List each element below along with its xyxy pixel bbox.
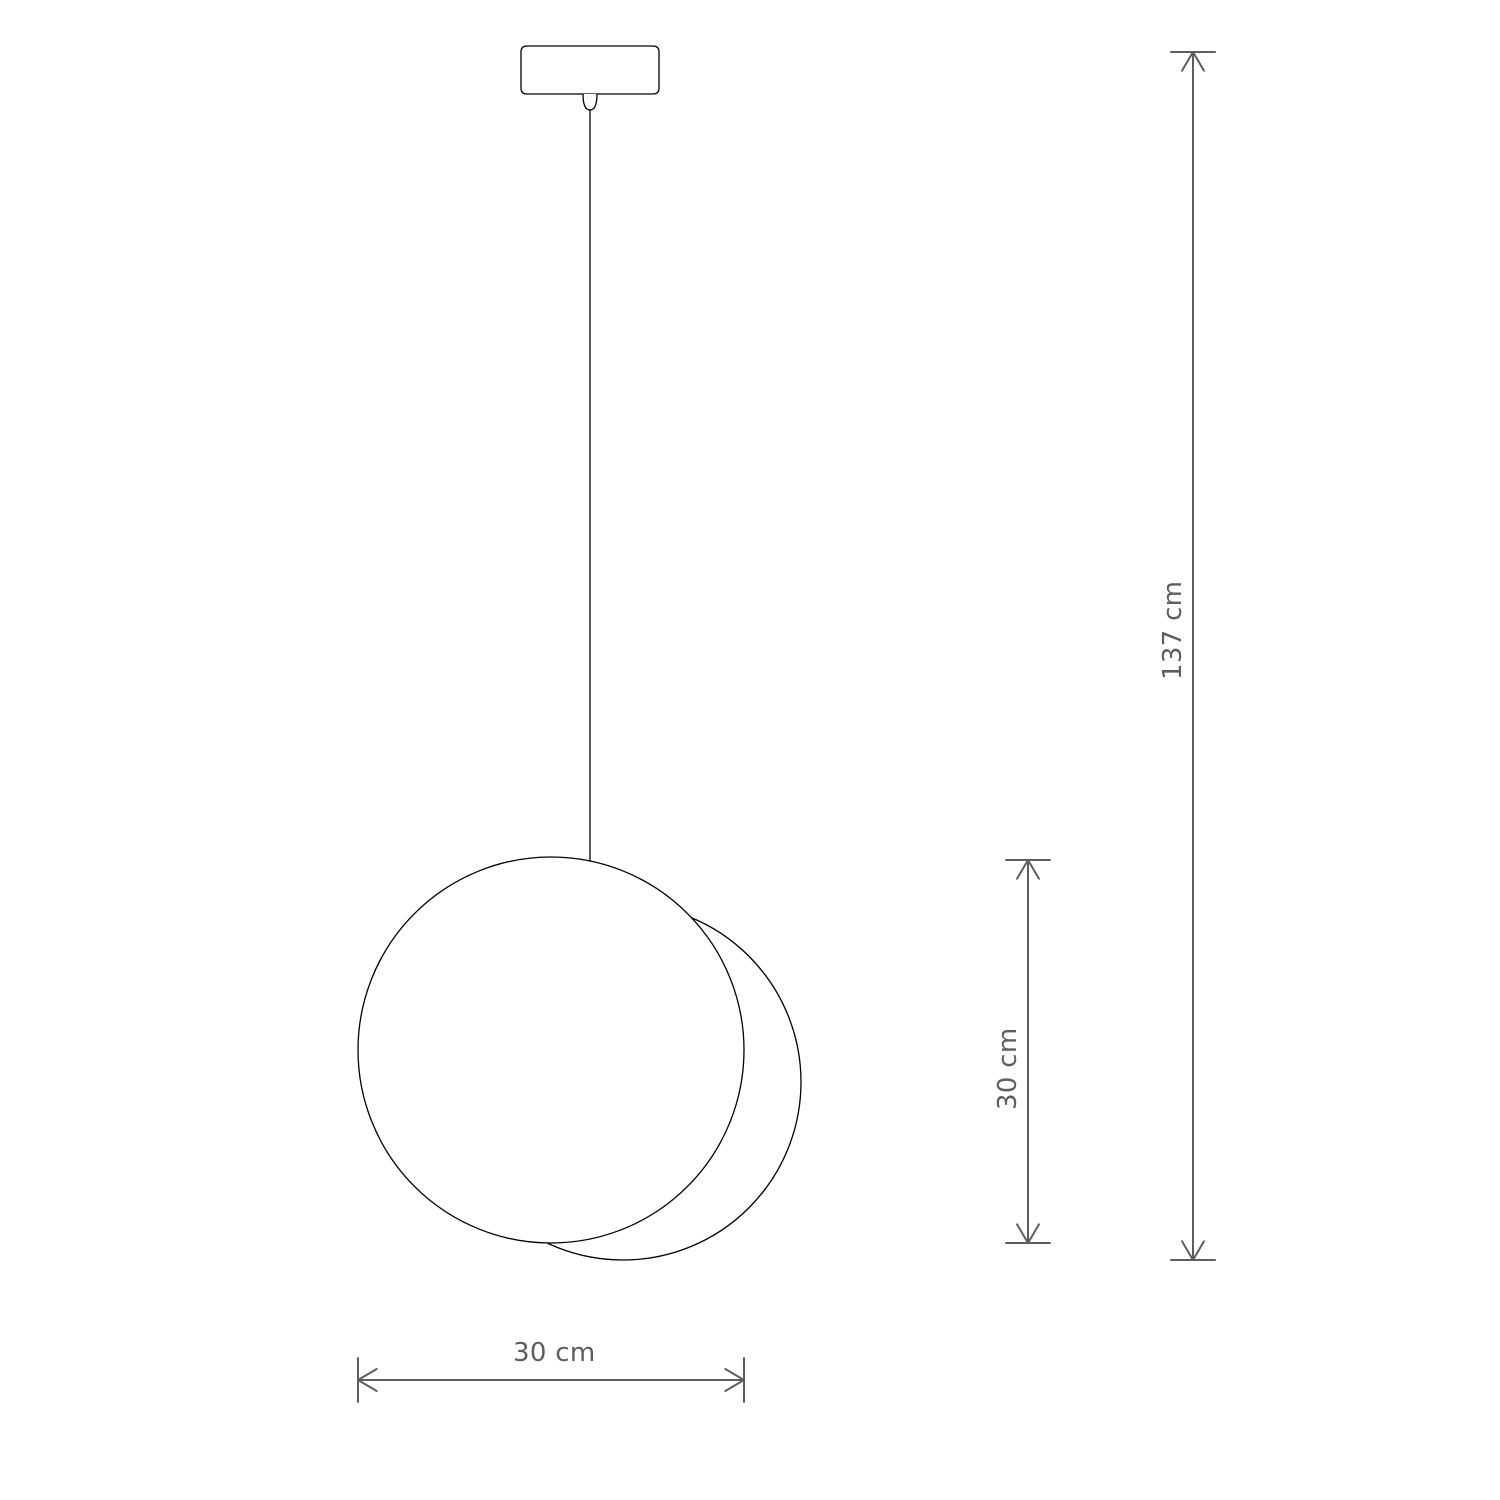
label-height-total: 137 cm xyxy=(1158,581,1188,680)
label-width-shade: 30 cm xyxy=(513,1338,595,1368)
label-height-shade: 30 cm xyxy=(993,1028,1023,1110)
